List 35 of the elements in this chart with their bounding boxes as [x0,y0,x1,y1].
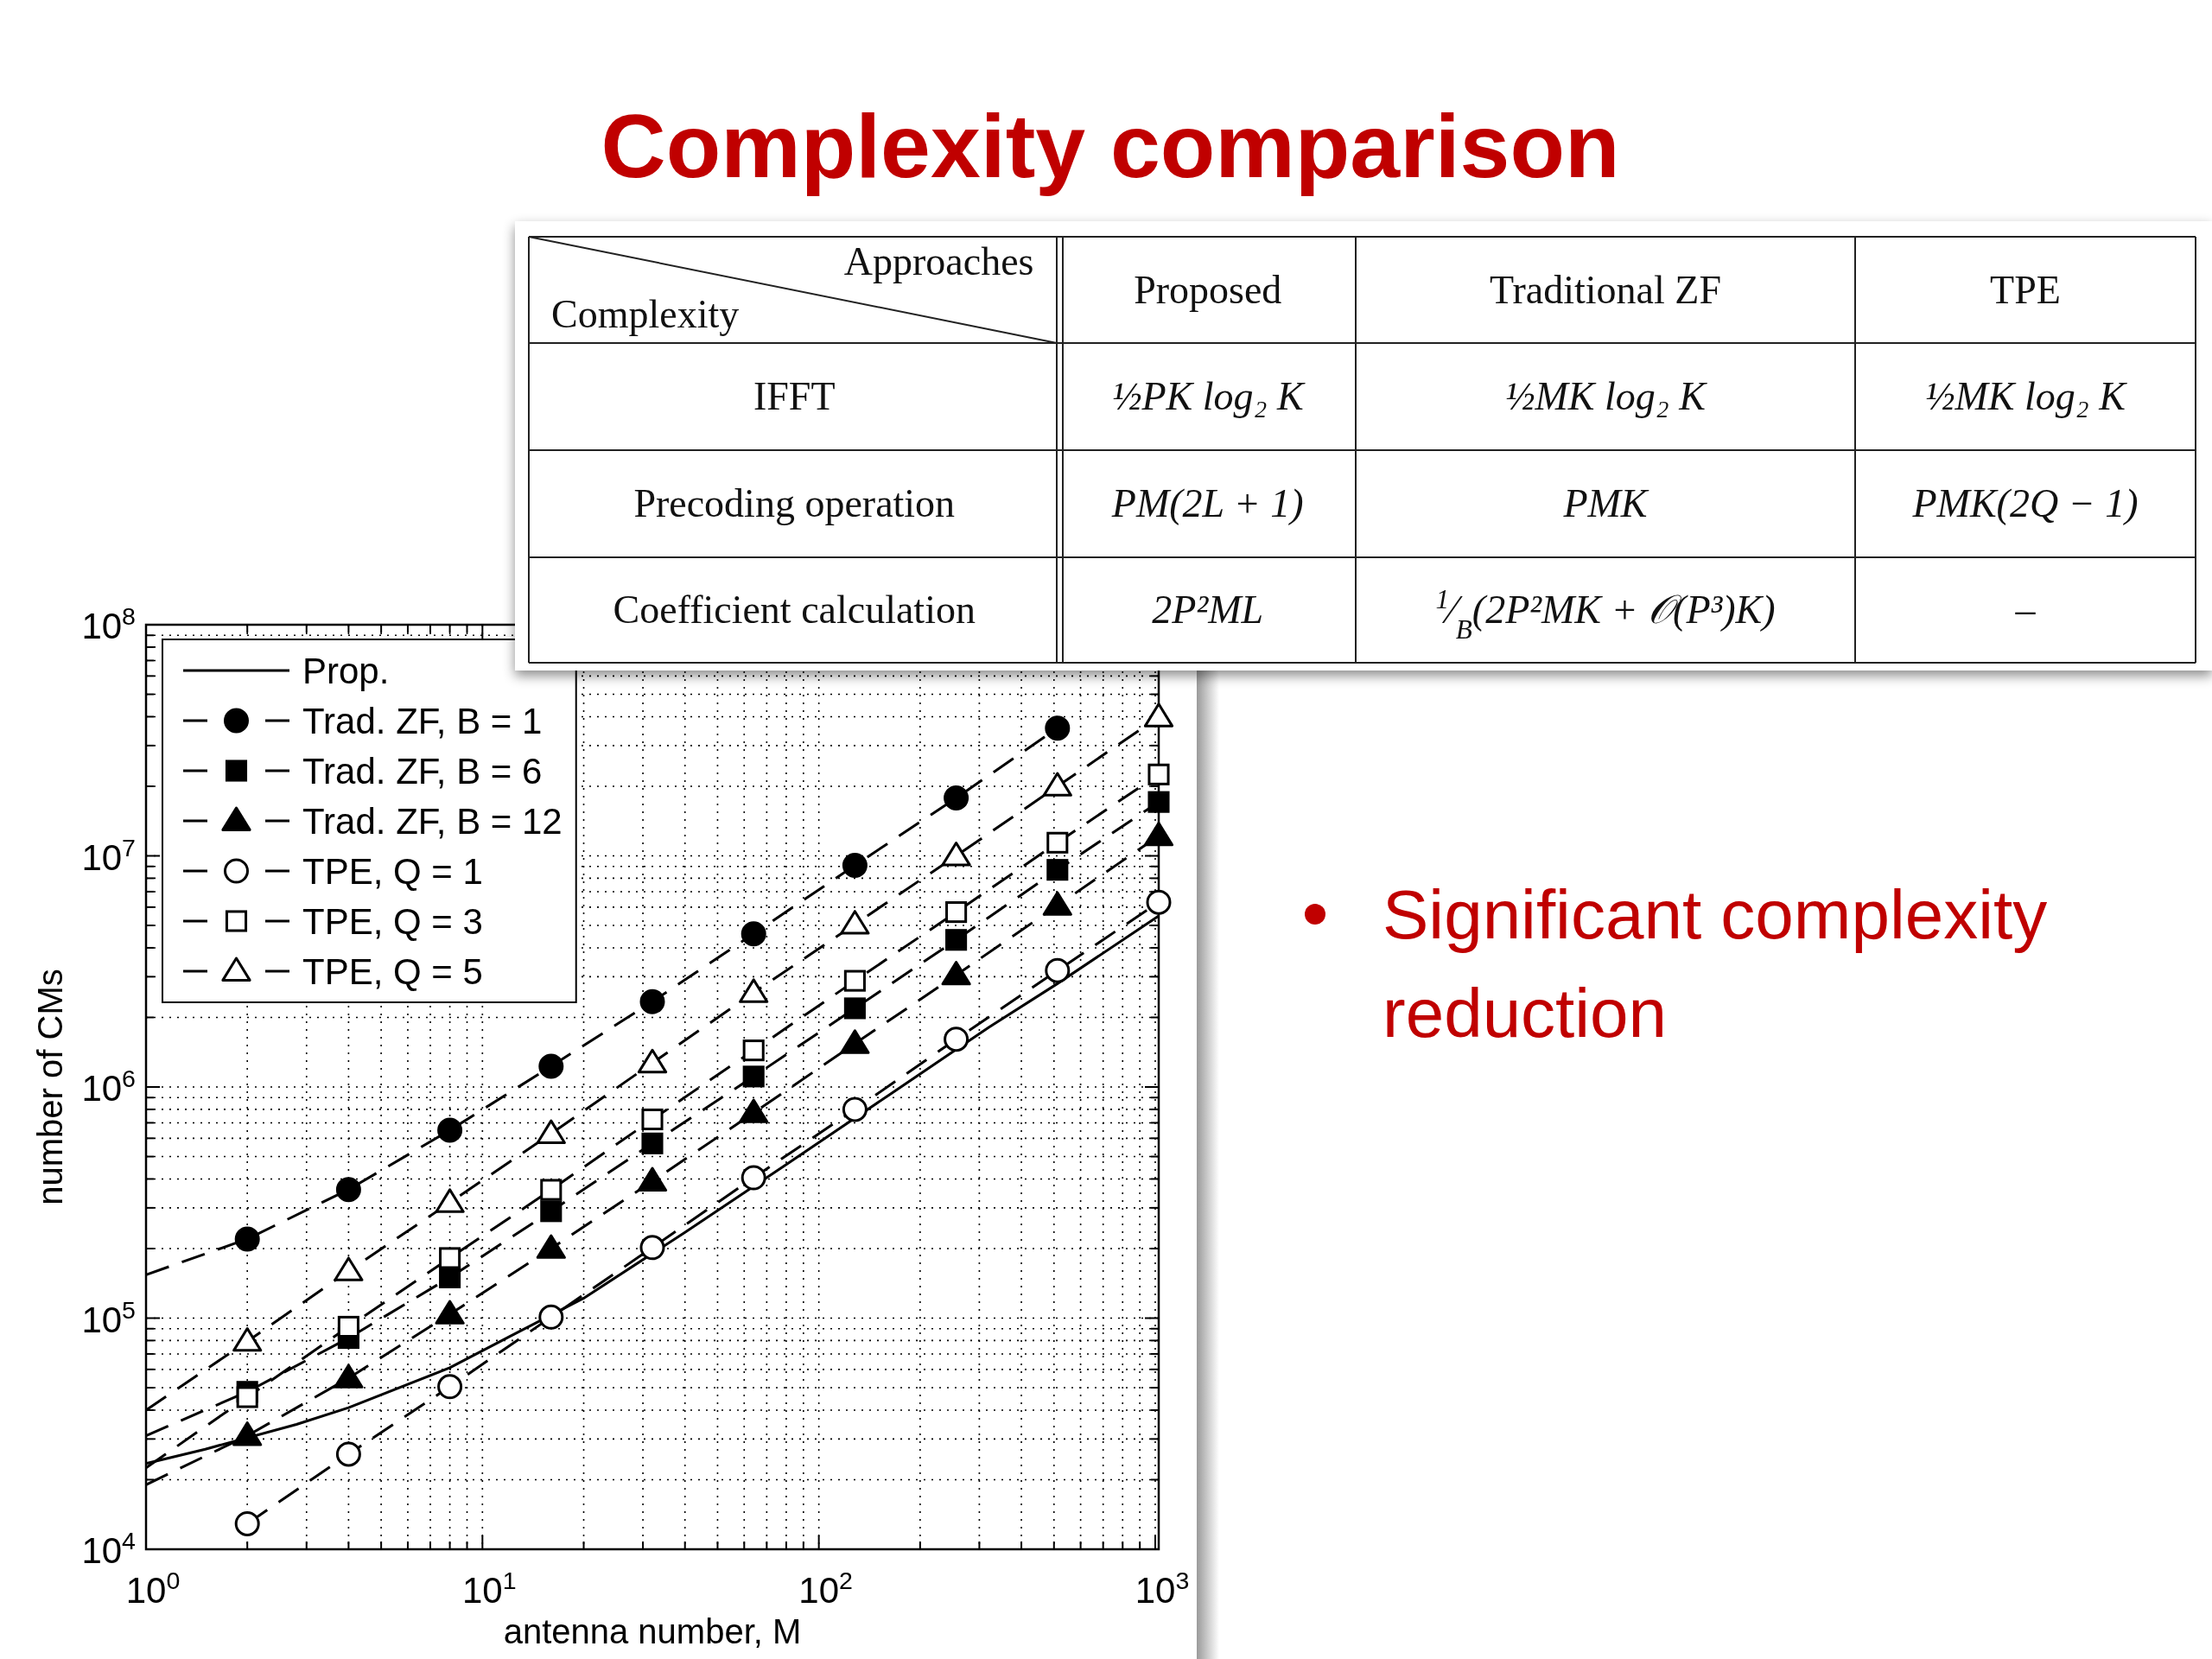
legend-label: Trad. ZF, B = 12 [302,801,563,842]
text: PMK(2Q − 1) [1911,481,2139,525]
text: Approaches [843,239,1034,283]
text: PMK [1562,481,1649,525]
legend-label: TPE, Q = 5 [302,951,483,992]
legend-label: Prop. [302,651,390,691]
x-tick-label: 10$^{3}$ [1135,1567,1190,1611]
x-tick-label: 10$^{2}$ [798,1567,853,1611]
y-tick-label: 10$^{5}$ [81,1295,136,1340]
text: ½PK log₂ K [1111,374,1306,418]
text: Complexity [551,292,740,336]
y-tick-label: 10$^{8}$ [81,602,136,646]
text: $^{1}$⁄$_{B}$(2P²MK + 𝒪(P³)K) [1435,583,1776,645]
text: Proposed [1134,267,1282,312]
y-tick-label: 10$^{7}$ [81,833,136,878]
text: – [2014,588,2037,632]
text: IFFT [753,374,836,418]
text: ½MK log₂ K [1925,374,2128,418]
y-tick-label: 10$^{6}$ [81,1065,136,1109]
legend-label: Trad. ZF, B = 1 [302,701,543,741]
text: TPE [1990,267,2061,312]
text: Traditional ZF [1490,267,1721,312]
text: PM(2L + 1) [1110,481,1304,525]
text: Precoding operation [633,481,956,525]
x-axis-title: antenna number, M [503,1612,802,1650]
annotation: Coefficient calculation [613,588,976,632]
x-tick-label: 10$^{1}$ [462,1567,517,1611]
annotation: 2P²ML [1152,588,1264,632]
y-axis-title: number of CMs [31,969,69,1205]
legend-label: TPE, Q = 3 [302,901,483,942]
legend-label: Trad. ZF, B = 6 [302,751,543,791]
text: ½MK log₂ K [1505,374,1708,418]
text: Significant complexity reduction [1382,876,2048,1052]
legend-label: TPE, Q = 1 [302,851,483,892]
text: Complexity comparison [601,96,1620,196]
